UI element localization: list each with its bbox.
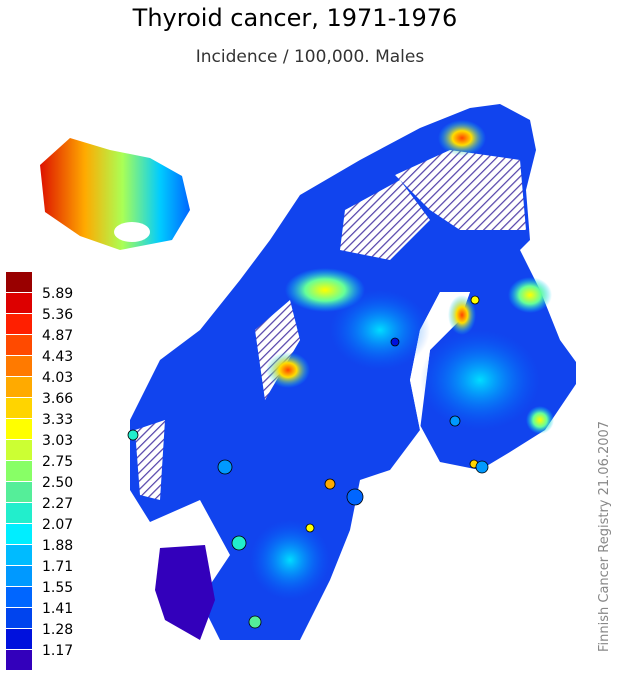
markers	[127, 295, 489, 629]
legend-swatch	[6, 335, 32, 355]
marker	[470, 295, 480, 305]
hotspot	[285, 268, 365, 312]
legend-label: 1.17	[42, 643, 73, 659]
legend: 5.89 5.36 4.87 4.43 4.03 3.66 3.33 3.03 2.75 2.50…	[6, 272, 73, 670]
legend-label: 2.27	[42, 496, 73, 512]
legend-swatch	[6, 461, 32, 481]
hotspot	[330, 290, 430, 370]
legend-label: 1.88	[42, 538, 73, 554]
title: Thyroid cancer, 1971-1976	[132, 4, 458, 32]
legend-swatch	[6, 503, 32, 523]
legend-label: 1.28	[42, 622, 73, 638]
marker	[346, 488, 364, 506]
legend-swatch	[6, 356, 32, 376]
legend-label: 3.33	[42, 412, 73, 428]
marker	[127, 429, 139, 441]
legend-label: 3.03	[42, 433, 73, 449]
legend-swatch	[6, 398, 32, 418]
hotspot	[508, 277, 552, 313]
hotspot	[250, 520, 330, 600]
marker	[217, 459, 233, 475]
legend-swatch	[6, 629, 32, 649]
hotspot	[526, 406, 554, 434]
legend-swatch	[6, 272, 32, 292]
legend-swatch	[6, 566, 32, 586]
legend-label: 2.75	[42, 454, 73, 470]
legend-label: 5.89	[42, 286, 73, 302]
legend-swatch	[6, 545, 32, 565]
iceland	[40, 138, 190, 250]
legend-swatch	[6, 419, 32, 439]
marker	[231, 535, 247, 551]
legend-label: 3.66	[42, 391, 73, 407]
legend-swatch	[6, 608, 32, 628]
legend-swatch	[6, 377, 32, 397]
marker	[449, 415, 461, 427]
scandinavia	[130, 104, 576, 640]
map	[40, 104, 576, 640]
hotspot	[438, 120, 486, 156]
legend-label: 1.55	[42, 580, 73, 596]
legend-swatch	[6, 524, 32, 544]
hotspot	[448, 295, 476, 335]
legend-label: 1.41	[42, 601, 73, 617]
credit: Finnish Cancer Registry 21.06.2007	[597, 421, 612, 652]
hotspot	[420, 330, 540, 430]
legend-swatch	[6, 482, 32, 502]
legend-label: 4.03	[42, 370, 73, 386]
legend-label: 2.07	[42, 517, 73, 533]
hatched-area	[135, 150, 526, 500]
subtitle: Incidence / 100,000. Males	[196, 47, 425, 67]
marker	[305, 523, 315, 533]
legend-label: 4.87	[42, 328, 73, 344]
legend-label: 4.43	[42, 349, 73, 365]
legend-label: 1.71	[42, 559, 73, 575]
marker	[324, 478, 336, 490]
marker	[248, 615, 262, 629]
hotspot	[266, 352, 310, 388]
legend-swatch	[6, 293, 32, 313]
glacier	[114, 222, 150, 242]
legend-swatch	[6, 314, 32, 334]
marker	[475, 460, 489, 474]
denmark	[155, 545, 215, 640]
legend-swatch	[6, 440, 32, 460]
legend-label: 5.36	[42, 307, 73, 323]
legend-label: 2.50	[42, 475, 73, 491]
marker	[390, 337, 400, 347]
legend-swatch	[6, 587, 32, 607]
legend-swatch	[6, 650, 32, 670]
